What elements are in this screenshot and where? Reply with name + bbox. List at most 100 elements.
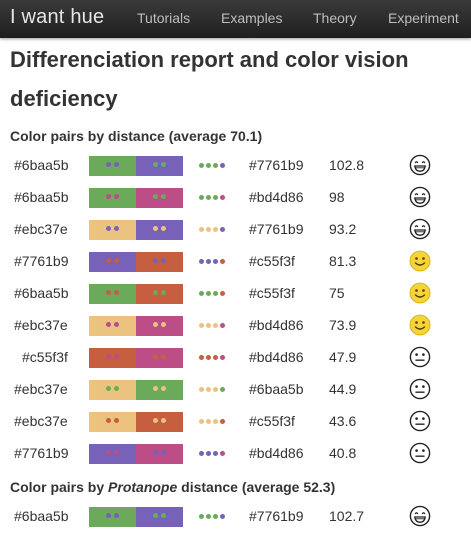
- mini-dots: [198, 163, 226, 168]
- neutral-face-icon: [409, 410, 431, 437]
- swatch-color-b: [136, 284, 183, 304]
- pair-row: #6baa5b #7761b9 102.8: [0, 150, 471, 182]
- swatch-color-b: [136, 156, 183, 176]
- section-heading-distance: Color pairs by distance (average 70.1): [10, 128, 263, 144]
- pair-swatch: [89, 284, 183, 304]
- heading-prefix: Color pairs by: [10, 479, 109, 495]
- color-b-code: #c55f3f: [249, 413, 295, 429]
- color-a-code: #7761b9: [14, 253, 69, 269]
- distance-value: 73.9: [329, 317, 357, 333]
- pair-row: #ebc37e #6baa5b 44.9: [0, 374, 471, 406]
- color-a-code: #ebc37e: [14, 381, 68, 397]
- nav-theory[interactable]: Theory: [313, 10, 357, 26]
- color-a-code: #ebc37e: [14, 221, 68, 237]
- swatch-color-b: [136, 220, 183, 240]
- pair-swatch: [89, 316, 183, 336]
- smile-face-icon: [409, 314, 431, 341]
- color-b-code: #bd4d86: [249, 445, 304, 461]
- distance-value: 102.8: [329, 157, 365, 173]
- pair-swatch: [89, 220, 183, 240]
- color-b-code: #c55f3f: [249, 285, 295, 301]
- mini-dots: [198, 419, 226, 424]
- neutral-face-icon: [409, 442, 431, 469]
- pair-swatch: [89, 444, 183, 464]
- mini-dots: [198, 514, 226, 519]
- neutral-face-icon: [409, 378, 431, 405]
- page-title: Differenciation report and color vision …: [10, 47, 409, 111]
- pair-row: #6baa5b #c55f3f 75: [0, 278, 471, 310]
- swatch-color-a: [89, 316, 136, 336]
- color-a-code: #ebc37e: [14, 413, 68, 429]
- nav-examples[interactable]: Examples: [221, 10, 283, 26]
- swatch-color-a: [89, 444, 136, 464]
- distance-value: 102.7: [329, 508, 365, 524]
- distance-value: 93.2: [329, 221, 357, 237]
- color-b-code: #7761b9: [249, 508, 304, 524]
- color-b-code: #bd4d86: [249, 349, 304, 365]
- pair-row: #7761b9 #bd4d86 40.8: [0, 438, 471, 470]
- color-a-code: #7761b9: [14, 445, 69, 461]
- distance-value: 44.9: [329, 381, 357, 397]
- pair-swatch: [89, 252, 183, 272]
- swatch-color-a: [89, 507, 136, 527]
- color-a-code: #6baa5b: [14, 285, 69, 301]
- nav-tutorials[interactable]: Tutorials: [137, 10, 191, 26]
- smile-face-icon: [409, 250, 431, 277]
- swatch-color-a: [89, 412, 136, 432]
- swatch-color-b: [136, 380, 183, 400]
- brand-logo[interactable]: I want hue: [10, 6, 105, 28]
- swatch-color-b: [136, 316, 183, 336]
- distance-value: 47.9: [329, 349, 357, 365]
- mini-dots: [198, 387, 226, 392]
- mini-dots: [198, 227, 226, 232]
- color-a-code: #6baa5b: [14, 157, 69, 173]
- pair-row: #7761b9 #c55f3f 81.3: [0, 246, 471, 278]
- heading-emphasis: Protanope: [108, 479, 178, 495]
- color-a-code: #c55f3f: [22, 349, 68, 365]
- mini-dots: [198, 195, 226, 200]
- swatch-color-b: [136, 252, 183, 272]
- swatch-color-a: [89, 156, 136, 176]
- mini-dots: [198, 259, 226, 264]
- swatch-color-a: [89, 284, 136, 304]
- swatch-color-a: [89, 380, 136, 400]
- swatch-color-b: [136, 444, 183, 464]
- section-heading-protanope: Color pairs by Protanope distance (avera…: [10, 479, 335, 495]
- swatch-color-b: [136, 507, 183, 527]
- color-a-code: #ebc37e: [14, 317, 68, 333]
- pair-swatch: [89, 188, 183, 208]
- mini-dots: [198, 291, 226, 296]
- distance-value: 43.6: [329, 413, 357, 429]
- grin-face-icon: [409, 218, 431, 245]
- pair-row: #ebc37e #c55f3f 43.6: [0, 406, 471, 438]
- swatch-color-b: [136, 188, 183, 208]
- pair-row: #c55f3f #bd4d86 47.9: [0, 342, 471, 374]
- color-b-code: #bd4d86: [249, 189, 304, 205]
- swatch-color-a: [89, 252, 136, 272]
- distance-value: 40.8: [329, 445, 357, 461]
- distance-value: 81.3: [329, 253, 357, 269]
- navbar: I want hue Tutorials Examples Theory Exp…: [0, 0, 471, 38]
- pair-swatch: [89, 412, 183, 432]
- swatch-color-a: [89, 220, 136, 240]
- color-a-code: #6baa5b: [14, 508, 69, 524]
- pair-row: #6baa5b #bd4d86 98: [0, 182, 471, 214]
- color-b-code: #6baa5b: [249, 381, 304, 397]
- color-b-code: #7761b9: [249, 221, 304, 237]
- swatch-color-b: [136, 348, 183, 368]
- pair-swatch: [89, 348, 183, 368]
- pair-swatch: [89, 156, 183, 176]
- swatch-color-a: [89, 188, 136, 208]
- color-b-code: #bd4d86: [249, 317, 304, 333]
- nav-experiment[interactable]: Experiment: [388, 10, 459, 26]
- color-a-code: #6baa5b: [14, 189, 69, 205]
- distance-value: 98: [329, 189, 345, 205]
- distance-value: 75: [329, 285, 345, 301]
- color-b-code: #c55f3f: [249, 253, 295, 269]
- color-b-code: #7761b9: [249, 157, 304, 173]
- neutral-face-icon: [409, 346, 431, 373]
- grin-face-icon: [409, 186, 431, 213]
- mini-dots: [198, 323, 226, 328]
- pair-row: #6baa5b #7761b9 102.7: [0, 501, 471, 533]
- swatch-color-b: [136, 412, 183, 432]
